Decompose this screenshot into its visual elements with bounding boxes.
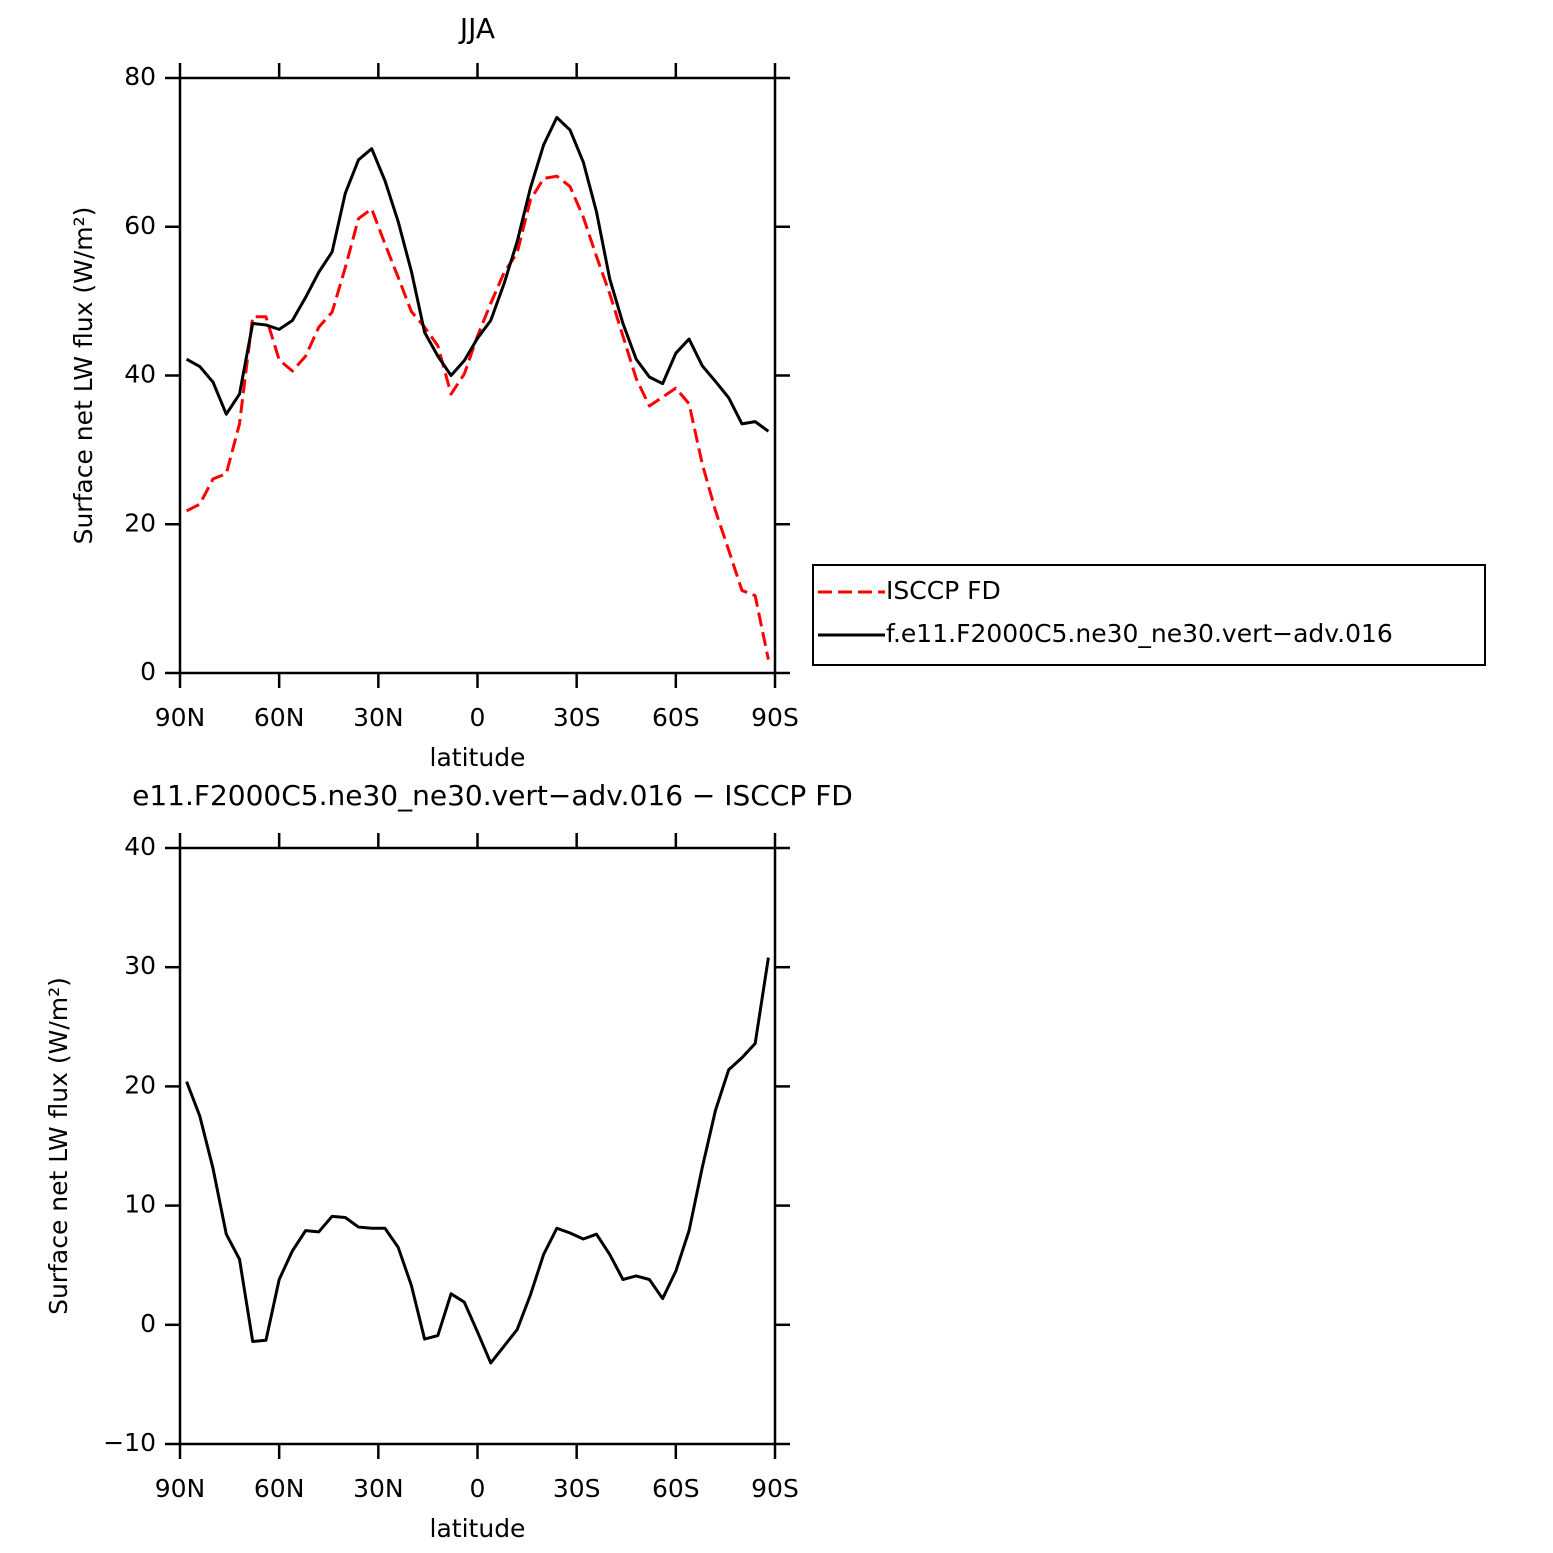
x-tick-label: 30N bbox=[353, 703, 404, 732]
plot-frame bbox=[178, 846, 777, 1446]
y-tick-label: 10 bbox=[124, 1190, 156, 1219]
x-tick-label: 0 bbox=[470, 703, 486, 732]
y-tick-label: 20 bbox=[124, 1070, 156, 1099]
x-axis-label: latitude bbox=[430, 1514, 526, 1543]
y-tick-label: 20 bbox=[124, 508, 156, 537]
x-tick-label: 60N bbox=[254, 1474, 305, 1503]
x-tick-label: 60N bbox=[254, 703, 305, 732]
y-tick-label: 40 bbox=[124, 360, 156, 389]
legend-label: f.e11.F2000C5.ne30_ne30.vert−adv.016 bbox=[886, 619, 1393, 648]
x-tick-label: 30N bbox=[353, 1474, 404, 1503]
y-tick-label: 0 bbox=[140, 1309, 156, 1338]
y-tick-label: 0 bbox=[140, 657, 156, 686]
y-tick-label: 80 bbox=[124, 62, 156, 91]
x-tick-label: 90N bbox=[155, 1474, 206, 1503]
x-tick-label: 60S bbox=[652, 1474, 700, 1503]
x-tick-label: 90N bbox=[155, 703, 206, 732]
data-line bbox=[185, 174, 770, 660]
y-tick-label: 40 bbox=[124, 832, 156, 861]
data-line bbox=[185, 957, 770, 1365]
y-axis-label: Surface net LW flux (W/m²) bbox=[44, 977, 73, 1315]
chart-title: JJA bbox=[458, 12, 495, 45]
x-tick-label: 90S bbox=[751, 1474, 799, 1503]
x-tick-label: 30S bbox=[553, 1474, 601, 1503]
y-tick-label: 60 bbox=[124, 211, 156, 240]
x-tick-label: 30S bbox=[553, 703, 601, 732]
y-tick-label: 30 bbox=[124, 951, 156, 980]
x-axis-label: latitude bbox=[430, 743, 526, 772]
x-tick-label: 0 bbox=[470, 1474, 486, 1503]
legend-box bbox=[812, 564, 1486, 666]
legend-label: ISCCP FD bbox=[886, 576, 1001, 605]
plot-frame bbox=[178, 76, 777, 675]
chart-title: e11.F2000C5.ne30_ne30.vert−adv.016 − ISC… bbox=[132, 779, 853, 812]
data-line bbox=[185, 115, 770, 433]
y-tick-label: −10 bbox=[103, 1428, 156, 1457]
x-tick-label: 60S bbox=[652, 703, 700, 732]
y-axis-label: Surface net LW flux (W/m²) bbox=[69, 207, 98, 545]
x-tick-label: 90S bbox=[751, 703, 799, 732]
